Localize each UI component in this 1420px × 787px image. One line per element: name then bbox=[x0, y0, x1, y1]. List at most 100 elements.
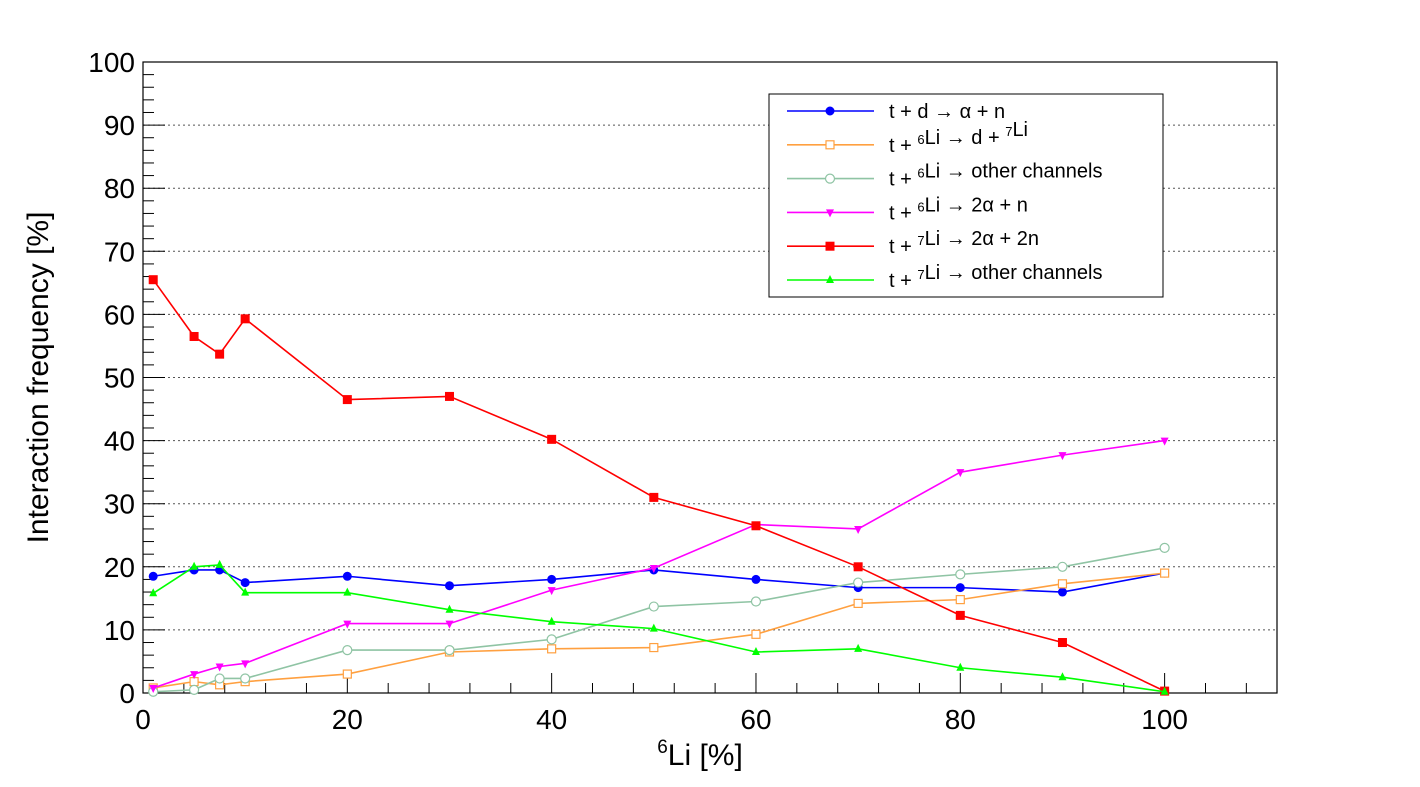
data-point bbox=[444, 644, 455, 656]
legend-sup: 7 bbox=[917, 233, 924, 248]
data-point bbox=[854, 525, 863, 534]
data-point bbox=[342, 644, 353, 656]
legend-entry: t + 7Li → other channels bbox=[889, 262, 1102, 292]
legend-text-part: t + bbox=[889, 135, 917, 157]
data-point bbox=[343, 587, 352, 596]
data-point bbox=[853, 562, 863, 572]
data-point bbox=[1159, 542, 1170, 553]
data-point bbox=[149, 684, 158, 693]
legend-text-part: t + bbox=[889, 169, 917, 191]
data-point bbox=[648, 601, 659, 612]
data-point bbox=[547, 587, 556, 596]
legend-box bbox=[768, 93, 1164, 298]
data-point bbox=[241, 587, 250, 596]
legend-marker bbox=[826, 275, 834, 283]
data-point bbox=[751, 646, 760, 655]
data-point bbox=[342, 669, 352, 679]
data-point bbox=[853, 577, 864, 588]
data-point bbox=[445, 604, 454, 613]
legend-entry: t + 7Li → 2α + 2n bbox=[889, 228, 1039, 258]
legend-marker bbox=[825, 106, 835, 116]
data-point bbox=[955, 595, 965, 605]
data-point bbox=[956, 469, 965, 478]
series-2 bbox=[148, 542, 1170, 697]
legend-entry: t + 6Li → other channels bbox=[889, 161, 1102, 191]
y-tick-label: 100 bbox=[88, 47, 135, 78]
data-point bbox=[649, 565, 658, 574]
series-1 bbox=[148, 568, 1170, 693]
legend-sup: 7 bbox=[1005, 124, 1012, 139]
legend-marker bbox=[824, 173, 836, 184]
legend-entry: t + d → α + n bbox=[889, 101, 1005, 123]
data-point bbox=[240, 673, 251, 684]
data-point bbox=[547, 434, 557, 444]
data-point bbox=[1057, 579, 1068, 589]
data-point bbox=[342, 395, 352, 405]
legend-marker bbox=[826, 209, 834, 218]
data-point bbox=[148, 275, 158, 285]
data-point bbox=[854, 643, 863, 652]
data-point bbox=[215, 663, 224, 672]
data-point bbox=[547, 574, 557, 584]
y-tick-label: 40 bbox=[104, 426, 135, 457]
x-tick-label: 20 bbox=[332, 704, 363, 735]
data-point bbox=[444, 581, 454, 591]
data-point bbox=[445, 620, 454, 629]
legend-entry: t + 6Li → 2α + n bbox=[889, 194, 1028, 224]
data-point bbox=[149, 588, 158, 597]
legend-text-part: t + bbox=[889, 270, 917, 292]
legend-text-part: Li → d + bbox=[925, 127, 1006, 149]
data-point bbox=[547, 616, 556, 625]
data-point bbox=[649, 623, 658, 632]
y-tick-label: 10 bbox=[104, 615, 135, 646]
data-point bbox=[343, 620, 352, 629]
legend-text-part: Li → 2α + n bbox=[925, 194, 1028, 216]
legend-text-part: Li → other channels bbox=[925, 262, 1103, 284]
data-point bbox=[751, 629, 761, 639]
data-point bbox=[214, 673, 225, 684]
data-point bbox=[444, 391, 454, 401]
y-tick-label: 30 bbox=[104, 489, 135, 520]
x-tick-label: 80 bbox=[945, 704, 976, 735]
legend-text-part: Li bbox=[1012, 119, 1028, 141]
y-tick-label: 90 bbox=[104, 110, 135, 141]
data-point bbox=[547, 644, 557, 654]
data-point bbox=[649, 492, 659, 502]
data-point bbox=[1058, 452, 1067, 461]
series-5 bbox=[149, 559, 1169, 695]
data-point bbox=[1057, 561, 1068, 572]
legend-text-part: Li → other channels bbox=[925, 161, 1103, 183]
data-point bbox=[1057, 638, 1067, 648]
y-tick-label: 80 bbox=[104, 173, 135, 204]
x-axis-label-sup: 6 bbox=[657, 737, 668, 758]
legend-marker bbox=[825, 241, 835, 251]
x-tick-label: 100 bbox=[1141, 704, 1188, 735]
y-tick-label: 20 bbox=[104, 552, 135, 583]
data-point bbox=[955, 569, 966, 580]
data-point bbox=[649, 642, 659, 653]
legend-entry: t + 6Li → d + 7Li bbox=[889, 119, 1028, 157]
data-point bbox=[240, 578, 250, 588]
data-point bbox=[190, 671, 199, 680]
data-point bbox=[1160, 686, 1169, 695]
data-point bbox=[189, 331, 199, 341]
data-point bbox=[342, 571, 352, 581]
legend: t + d → α + nt + 6Li → d + 7Li t + 6Li → … bbox=[768, 93, 1164, 298]
data-point bbox=[241, 660, 250, 669]
data-point bbox=[853, 598, 863, 608]
data-point bbox=[1160, 568, 1170, 578]
legend-text-part: t + d → α + n bbox=[889, 101, 1005, 123]
data-point bbox=[240, 314, 250, 324]
x-tick-label: 60 bbox=[740, 704, 771, 735]
data-point bbox=[148, 571, 158, 581]
data-point bbox=[750, 596, 762, 607]
data-point bbox=[751, 574, 761, 584]
legend-text-part: t + bbox=[889, 236, 917, 258]
legend-marker bbox=[825, 140, 835, 150]
y-axis-ticks bbox=[143, 61, 165, 694]
data-point bbox=[955, 610, 965, 620]
data-point bbox=[955, 583, 965, 593]
